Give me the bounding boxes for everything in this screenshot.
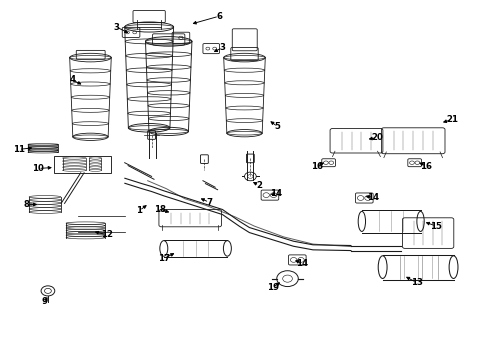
Text: 4: 4 (69, 76, 75, 85)
Text: 3: 3 (219, 43, 225, 52)
Text: 14: 14 (366, 193, 378, 202)
Text: 18: 18 (154, 205, 166, 214)
Text: 15: 15 (429, 222, 441, 231)
Text: 19: 19 (266, 283, 278, 292)
Text: 11: 11 (13, 145, 24, 154)
Text: 6: 6 (216, 12, 222, 21)
Text: 9: 9 (42, 297, 48, 306)
Text: 21: 21 (446, 115, 457, 124)
Text: 13: 13 (410, 278, 422, 287)
Text: 14: 14 (270, 189, 282, 198)
Text: 16: 16 (310, 162, 322, 171)
Text: 1: 1 (136, 206, 142, 215)
Text: 16: 16 (420, 162, 431, 171)
Text: 10: 10 (32, 164, 44, 173)
Text: 12: 12 (101, 230, 112, 239)
Text: 5: 5 (274, 122, 280, 131)
Text: 7: 7 (206, 198, 212, 207)
Text: 3: 3 (113, 22, 119, 31)
Bar (54, 156, 111, 173)
Text: 20: 20 (371, 133, 383, 142)
Text: 8: 8 (24, 200, 30, 209)
Text: 2: 2 (256, 181, 262, 190)
Text: 14: 14 (296, 259, 307, 268)
Text: 17: 17 (158, 254, 169, 263)
